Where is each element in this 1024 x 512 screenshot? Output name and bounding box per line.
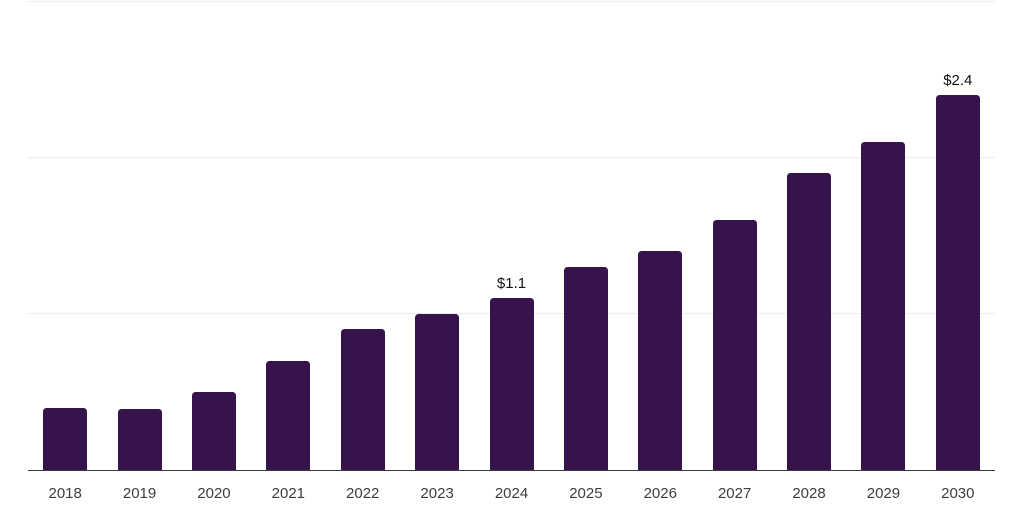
bar-2029 (861, 141, 906, 470)
bar-2023 (415, 313, 460, 470)
gridline (28, 156, 995, 158)
bar-2025 (563, 266, 608, 470)
x-tick-label: 2029 (866, 485, 901, 502)
bar-2028 (787, 173, 832, 470)
x-tick-label: 2020 (197, 485, 231, 502)
bar-2018 (43, 407, 88, 470)
bar-2026 (638, 251, 683, 470)
x-tick-label: 2024 (494, 485, 529, 502)
x-tick-label: 2026 (643, 485, 677, 502)
x-axis-line (28, 469, 995, 471)
x-tick-label: 2028 (792, 485, 826, 502)
bar-value-label: $2.4 (943, 71, 973, 89)
x-tick-label: 2027 (717, 485, 752, 502)
bar-value-label: $1.1 (496, 275, 527, 293)
bar-2030 (935, 94, 980, 470)
gridline (28, 0, 995, 2)
bar-2021 (266, 360, 311, 470)
x-tick-label: 2030 (941, 485, 975, 502)
x-tick-label: 2022 (346, 485, 380, 502)
x-tick-label: 2025 (569, 485, 603, 502)
x-tick-label: 2023 (420, 485, 454, 502)
x-axis-labels: 2018 2019 2020 2021 2022 2023 2024 2025 2026 2027… (28, 485, 995, 509)
x-tick-label: 2021 (271, 485, 306, 502)
bar-2022 (340, 329, 385, 470)
x-tick-label: 2018 (48, 485, 82, 502)
bar-2019 (117, 409, 162, 470)
bar-2020 (191, 391, 236, 470)
bar-2024 (489, 298, 534, 470)
plot-area: $1.1 $2.4 (28, 0, 995, 471)
x-tick-label: 2019 (122, 485, 157, 502)
bar-2027 (712, 219, 757, 470)
